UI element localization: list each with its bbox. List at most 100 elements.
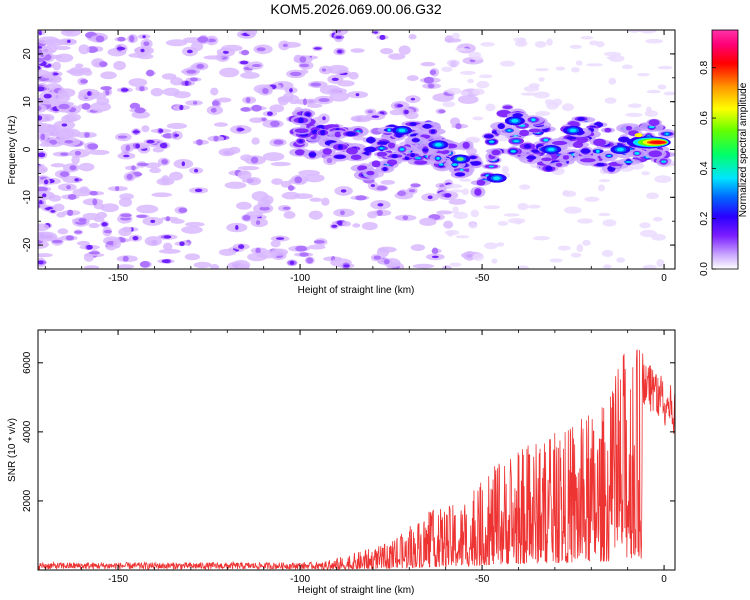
spectral-blob: [562, 190, 570, 196]
spectral-blob: [345, 131, 356, 137]
spectrogram-x-label: Height of straight line (km): [298, 285, 415, 296]
spectral-blob: [491, 258, 498, 264]
spectral-blob: [538, 77, 545, 82]
spectral-blob: [346, 147, 358, 155]
snr-x-label: Height of straight line (km): [298, 585, 415, 596]
colorbar-tick-label: 0.0: [699, 262, 710, 276]
spectral-blob: [96, 211, 108, 219]
spectral-blob: [306, 103, 323, 108]
spectral-blob: [137, 162, 149, 167]
snr-frame: [37, 329, 676, 571]
spectral-blob: [391, 153, 398, 159]
spectral-blob: [430, 129, 436, 134]
spectral-blob: [376, 209, 384, 216]
spectral-blob: [267, 111, 273, 116]
spectral-blob: [169, 171, 184, 181]
spectral-blob: [438, 109, 446, 114]
spectral-blob: [616, 257, 626, 263]
spectral-blob: [625, 125, 633, 131]
spectral-blob: [203, 55, 224, 60]
spectral-blob: [555, 162, 563, 167]
spectral-blob: [308, 210, 323, 220]
spectral-blob: [621, 64, 633, 70]
spectral-blob: [457, 94, 479, 104]
spectral-blob: [39, 99, 62, 105]
spectral-blob: [642, 264, 657, 269]
spectral-blob: [404, 109, 409, 115]
spectral-blob: [396, 104, 404, 108]
spectral-blob: [58, 103, 70, 110]
spectral-blob: [52, 203, 65, 212]
spectral-blob: [646, 192, 660, 200]
spectral-blob: [159, 142, 168, 149]
spectral-blob: [67, 193, 77, 200]
spectral-blob: [112, 239, 121, 249]
spectral-blob: [310, 82, 322, 87]
spectral-blob: [245, 97, 251, 103]
spectral-blob: [523, 144, 532, 149]
spectral-blob: [523, 85, 540, 92]
spectral-blob: [95, 35, 105, 43]
spectral-blob: [340, 189, 347, 193]
spectral-blob: [337, 144, 343, 150]
spectral-blob: [645, 38, 664, 44]
spectral-blob: [86, 46, 98, 54]
spectral-blob: [236, 201, 252, 210]
spectral-blob: [78, 218, 87, 223]
spectral-blob: [376, 151, 388, 157]
spectral-blob: [412, 263, 435, 269]
spectral-blob: [603, 51, 622, 57]
spectral-blob: [174, 133, 180, 137]
spectral-blob: [89, 190, 98, 196]
spectral-blob: [580, 148, 591, 154]
spectral-blob: [470, 209, 479, 218]
spectral-blob: [309, 197, 323, 202]
spectral-blob: [579, 158, 596, 163]
spectral-blob: [53, 72, 59, 76]
snr-series-line: [38, 349, 675, 570]
spectral-blob: [552, 98, 563, 106]
spectral-blob: [74, 230, 83, 234]
spectral-blob: [211, 100, 220, 107]
spectral-blob: [409, 122, 417, 126]
spectral-blob: [367, 110, 374, 114]
spectral-blob: [210, 107, 217, 113]
spectral-blob: [299, 56, 307, 63]
spectral-blob: [246, 30, 258, 36]
spectral-blob: [398, 45, 411, 55]
spectral-blob: [387, 128, 391, 132]
snr-panel: -150 -100 -50 0 2000 4000 6000 Height of stra…: [7, 329, 676, 596]
spectral-blob: [511, 119, 519, 123]
spectral-blob: [436, 156, 440, 160]
spectral-blob: [144, 236, 163, 247]
spectral-blob: [431, 255, 439, 259]
spectral-blob: [259, 206, 270, 211]
spectral-blob: [517, 265, 530, 269]
x-tick-label: -50: [475, 273, 490, 284]
spectral-blob: [298, 117, 304, 124]
spectral-blob: [74, 178, 79, 182]
spectral-blob: [88, 149, 110, 155]
spectral-blob: [38, 123, 55, 133]
spectral-blob: [129, 35, 135, 43]
spectral-blob: [337, 80, 355, 87]
spectral-blob: [398, 128, 406, 133]
spectral-blob: [53, 128, 76, 139]
spectral-blob: [50, 209, 56, 213]
spectral-blob: [607, 154, 612, 157]
spectral-blob: [273, 139, 284, 145]
snr-y-label: SNR (10 * v/v): [7, 418, 18, 482]
spectral-blob: [380, 47, 394, 55]
spectral-blob: [399, 148, 405, 151]
spectral-blob: [257, 198, 271, 208]
spectral-blob: [119, 193, 134, 200]
spectral-blob: [136, 214, 148, 218]
spectral-blob: [194, 188, 203, 193]
spectral-blob: [355, 195, 367, 201]
spectral-blob: [69, 66, 87, 77]
spectral-blob: [476, 179, 486, 186]
y-tick-label: 0: [22, 146, 33, 152]
spectral-blob: [88, 251, 101, 255]
spectral-blob: [118, 197, 133, 207]
